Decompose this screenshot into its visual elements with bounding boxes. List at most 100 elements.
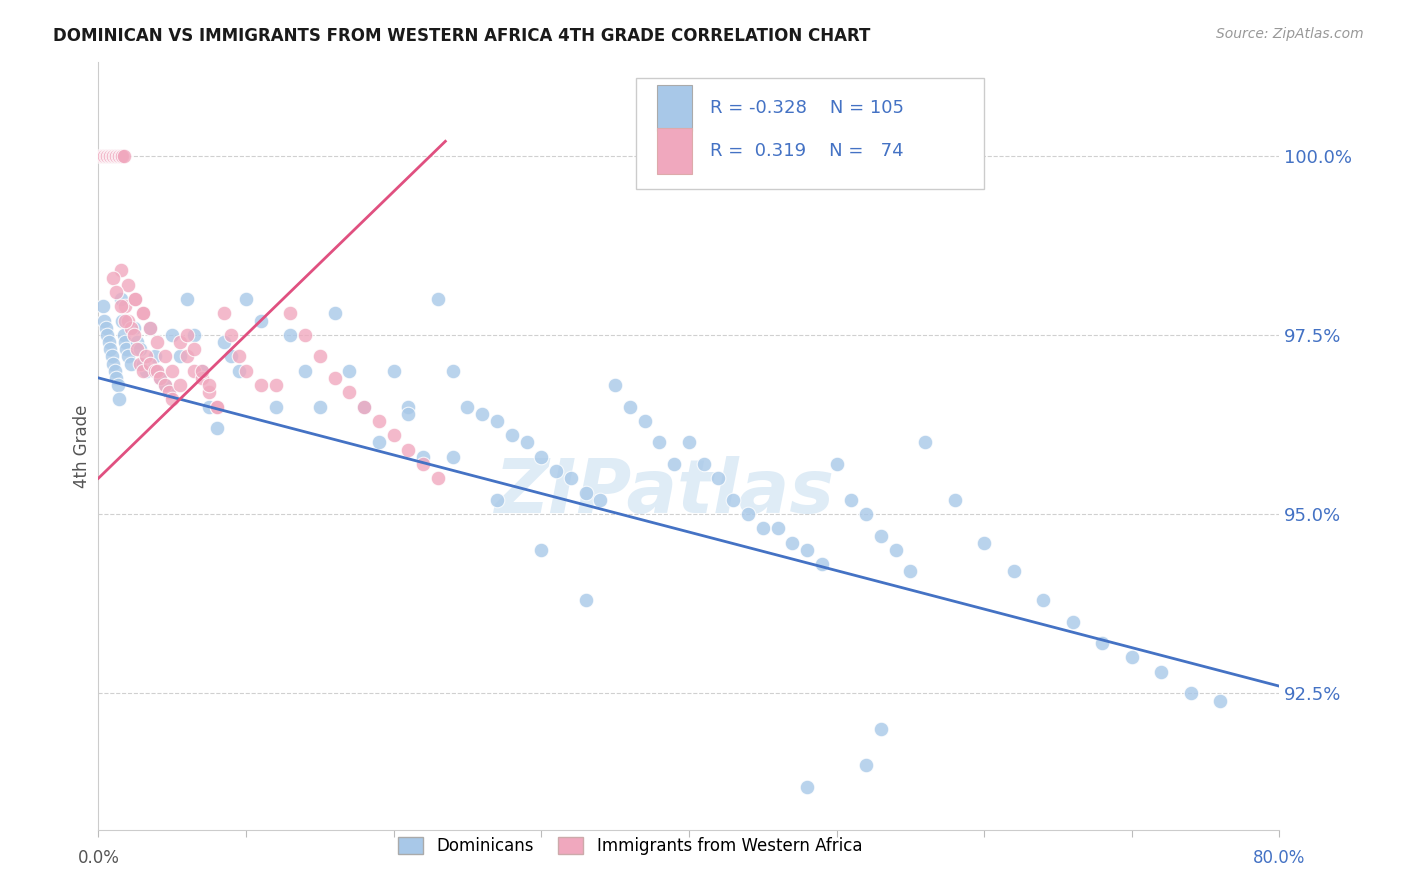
Point bbox=[1062, 615, 1084, 629]
Legend: Dominicans, Immigrants from Western Africa: Dominicans, Immigrants from Western Afri… bbox=[389, 829, 870, 863]
Point bbox=[368, 435, 391, 450]
Point bbox=[723, 492, 745, 507]
Y-axis label: 4th Grade: 4th Grade bbox=[73, 404, 91, 488]
Point bbox=[103, 270, 125, 285]
Point bbox=[398, 400, 420, 414]
Point bbox=[280, 306, 302, 320]
Point bbox=[153, 350, 176, 364]
Point bbox=[103, 148, 125, 162]
Point bbox=[943, 492, 966, 507]
Point bbox=[149, 371, 172, 385]
Point bbox=[605, 378, 627, 392]
Point bbox=[94, 320, 117, 334]
Point bbox=[122, 320, 145, 334]
Point bbox=[120, 320, 142, 334]
FancyBboxPatch shape bbox=[657, 86, 693, 131]
Point bbox=[93, 313, 115, 327]
Point bbox=[323, 371, 346, 385]
Point bbox=[191, 364, 214, 378]
Point bbox=[382, 428, 405, 442]
Point bbox=[398, 442, 420, 457]
Point bbox=[153, 378, 176, 392]
Text: R =  0.319    N =   74: R = 0.319 N = 74 bbox=[710, 142, 904, 160]
Point bbox=[294, 364, 316, 378]
Point bbox=[471, 407, 494, 421]
Point bbox=[135, 350, 157, 364]
Point bbox=[143, 350, 166, 364]
Point bbox=[115, 342, 138, 356]
Point bbox=[105, 285, 128, 299]
Point bbox=[855, 758, 877, 772]
Point bbox=[546, 464, 568, 478]
Point bbox=[169, 350, 191, 364]
Point bbox=[132, 364, 155, 378]
Point bbox=[664, 457, 686, 471]
Point bbox=[796, 780, 818, 794]
Point bbox=[112, 148, 135, 162]
Point bbox=[353, 400, 375, 414]
Text: R = -0.328    N = 105: R = -0.328 N = 105 bbox=[710, 100, 904, 118]
Point bbox=[117, 277, 139, 292]
Point bbox=[132, 306, 155, 320]
Point bbox=[1209, 693, 1232, 707]
Point bbox=[149, 371, 172, 385]
Point bbox=[841, 492, 863, 507]
Point bbox=[107, 378, 129, 392]
Point bbox=[110, 263, 132, 277]
Point bbox=[114, 313, 136, 327]
Point bbox=[205, 421, 228, 435]
Point bbox=[110, 148, 132, 162]
Point bbox=[183, 342, 205, 356]
Point bbox=[634, 414, 657, 428]
Point bbox=[457, 400, 479, 414]
Point bbox=[441, 364, 464, 378]
Point bbox=[146, 334, 169, 349]
Point bbox=[110, 299, 132, 313]
Point bbox=[146, 364, 169, 378]
Point bbox=[707, 471, 730, 485]
Point bbox=[323, 306, 346, 320]
Point bbox=[575, 485, 598, 500]
Point bbox=[198, 378, 221, 392]
Point bbox=[870, 528, 893, 542]
Point bbox=[486, 492, 509, 507]
Point bbox=[176, 350, 198, 364]
Point bbox=[427, 471, 450, 485]
Point bbox=[353, 400, 375, 414]
Point bbox=[752, 521, 775, 535]
Point bbox=[108, 148, 131, 162]
Point bbox=[128, 357, 150, 371]
Point bbox=[157, 385, 180, 400]
Point bbox=[183, 327, 205, 342]
Point bbox=[205, 400, 228, 414]
Point bbox=[309, 350, 332, 364]
Point bbox=[114, 334, 136, 349]
Point bbox=[125, 342, 148, 356]
Point bbox=[294, 327, 316, 342]
Point bbox=[132, 306, 155, 320]
Point bbox=[94, 148, 117, 162]
Point bbox=[139, 320, 162, 334]
Point bbox=[139, 357, 162, 371]
Point bbox=[825, 457, 848, 471]
Point bbox=[191, 364, 214, 378]
Point bbox=[221, 350, 243, 364]
Point bbox=[111, 148, 134, 162]
Point bbox=[575, 593, 598, 607]
Point bbox=[212, 334, 235, 349]
Point bbox=[169, 334, 191, 349]
Point bbox=[235, 292, 257, 306]
Point bbox=[105, 371, 128, 385]
FancyBboxPatch shape bbox=[657, 128, 693, 174]
Point bbox=[117, 350, 139, 364]
Point bbox=[124, 292, 146, 306]
Point bbox=[737, 507, 759, 521]
Point bbox=[100, 350, 122, 364]
Point bbox=[648, 435, 671, 450]
Point bbox=[870, 722, 893, 736]
Point bbox=[264, 378, 287, 392]
Point bbox=[98, 148, 121, 162]
Point bbox=[382, 364, 405, 378]
Point bbox=[120, 357, 142, 371]
Point bbox=[146, 364, 169, 378]
